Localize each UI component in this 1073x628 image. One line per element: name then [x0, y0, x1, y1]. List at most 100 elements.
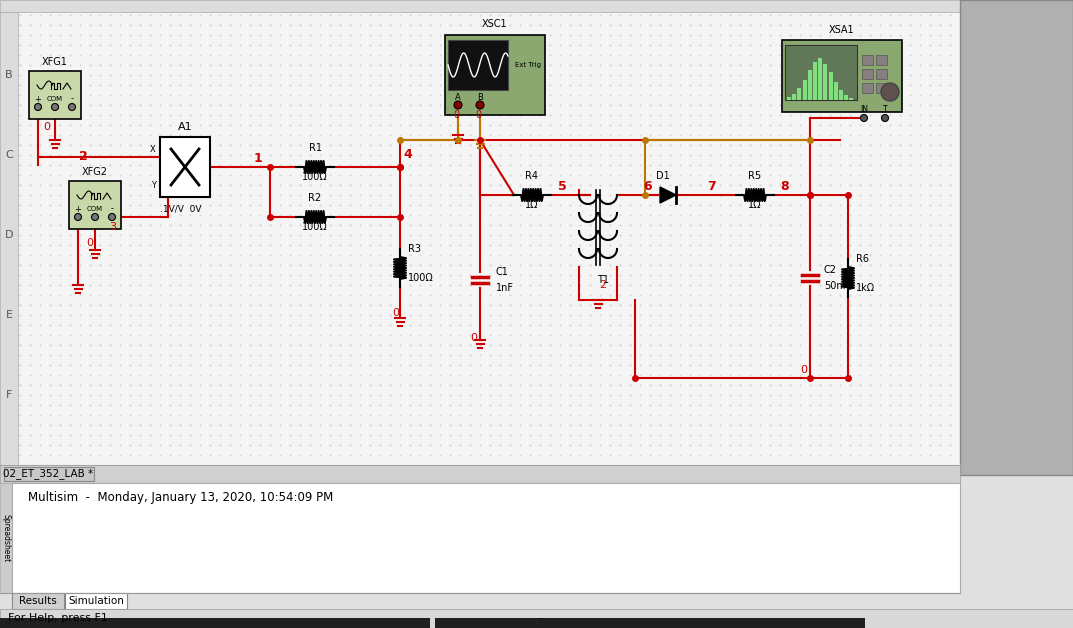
Bar: [808, 70, 812, 100]
Text: C1: C1: [496, 267, 509, 277]
Text: T1: T1: [597, 275, 609, 285]
Text: COM: COM: [47, 96, 63, 102]
Circle shape: [34, 104, 42, 111]
Text: XFG2: XFG2: [82, 167, 108, 177]
Circle shape: [882, 114, 888, 121]
Text: 5: 5: [558, 180, 567, 193]
Text: 0: 0: [393, 308, 399, 318]
Text: R3: R3: [408, 244, 421, 254]
Text: XSC1: XSC1: [482, 19, 508, 29]
Bar: [823, 64, 827, 100]
Text: 7: 7: [707, 180, 717, 193]
Bar: [445, 35, 545, 115]
Circle shape: [861, 114, 867, 121]
Text: R1: R1: [309, 143, 322, 153]
Bar: [862, 83, 873, 93]
Text: 3: 3: [109, 222, 117, 232]
Circle shape: [74, 214, 82, 220]
Bar: [876, 83, 887, 93]
Text: B: B: [5, 70, 13, 80]
Text: R5: R5: [749, 171, 762, 181]
Circle shape: [476, 101, 484, 109]
Circle shape: [881, 83, 899, 101]
Text: 1Ω: 1Ω: [748, 200, 762, 210]
Bar: [785, 45, 857, 100]
Text: 100Ω: 100Ω: [303, 172, 328, 182]
Text: .1V/V  0V: .1V/V 0V: [160, 205, 202, 214]
Text: C2: C2: [824, 265, 837, 275]
Bar: [850, 98, 853, 100]
Bar: [960, 0, 1073, 475]
Text: COM: COM: [87, 206, 103, 212]
Bar: [792, 94, 796, 100]
Text: R4: R4: [526, 171, 539, 181]
Circle shape: [108, 214, 116, 220]
Bar: [435, 618, 865, 628]
Bar: [876, 69, 887, 79]
Text: Results: Results: [19, 596, 57, 606]
Text: 100Ω: 100Ω: [303, 222, 328, 232]
Text: 0: 0: [800, 365, 808, 375]
Text: 50nF: 50nF: [824, 281, 849, 291]
Bar: [12, 483, 960, 593]
Text: -: -: [71, 94, 73, 104]
Text: Ext Trig: Ext Trig: [515, 62, 541, 68]
Text: X: X: [150, 144, 156, 153]
Bar: [0, 618, 430, 628]
Bar: [449, 40, 508, 90]
Bar: [12, 593, 64, 609]
Text: ⎙: ⎙: [8, 469, 14, 479]
Text: 100Ω: 100Ω: [408, 273, 433, 283]
Polygon shape: [660, 187, 676, 203]
Text: 2: 2: [78, 151, 87, 163]
Text: 1nF: 1nF: [496, 283, 514, 293]
Bar: [160, 137, 210, 197]
Text: A1: A1: [178, 122, 192, 132]
Circle shape: [52, 104, 59, 111]
Text: XFG1: XFG1: [42, 57, 68, 67]
Bar: [819, 58, 822, 100]
Text: 1: 1: [253, 153, 263, 166]
Text: F: F: [5, 390, 12, 400]
Bar: [787, 97, 791, 100]
Bar: [4, 467, 94, 481]
Text: 0: 0: [470, 333, 477, 343]
Bar: [839, 90, 843, 100]
Text: D1: D1: [656, 171, 670, 181]
Bar: [0, 465, 960, 483]
Text: 2: 2: [600, 280, 606, 290]
Circle shape: [69, 104, 75, 111]
Bar: [65, 593, 127, 609]
Bar: [862, 69, 873, 79]
Text: 0: 0: [87, 238, 93, 248]
Bar: [29, 71, 80, 119]
Bar: [797, 88, 802, 100]
Bar: [803, 80, 807, 100]
Text: 0: 0: [44, 122, 50, 132]
Text: E: E: [5, 310, 13, 320]
Text: B: B: [477, 92, 483, 102]
Text: Multisim  -  Monday, January 13, 2020, 10:54:09 PM: Multisim - Monday, January 13, 2020, 10:…: [28, 492, 334, 504]
Bar: [828, 72, 833, 100]
Bar: [0, 12, 960, 465]
Text: Simulation: Simulation: [68, 596, 124, 606]
Text: +: +: [74, 205, 82, 214]
Text: C: C: [5, 150, 13, 160]
Circle shape: [91, 214, 99, 220]
Bar: [862, 55, 873, 65]
Text: -: -: [111, 205, 114, 214]
Bar: [0, 0, 960, 12]
Text: Spreadsheet: Spreadsheet: [1, 514, 11, 562]
Text: R6: R6: [856, 254, 869, 264]
Text: T: T: [883, 106, 887, 114]
Bar: [813, 62, 817, 100]
Text: 1kΩ: 1kΩ: [856, 283, 876, 293]
Bar: [0, 609, 1073, 628]
Text: 0: 0: [453, 110, 459, 120]
Text: +: +: [34, 94, 42, 104]
Bar: [0, 12, 18, 465]
Text: 4: 4: [403, 148, 412, 161]
Text: XSA1: XSA1: [829, 25, 855, 35]
Text: 8: 8: [781, 180, 790, 193]
Text: For Help, press F1: For Help, press F1: [8, 613, 108, 623]
